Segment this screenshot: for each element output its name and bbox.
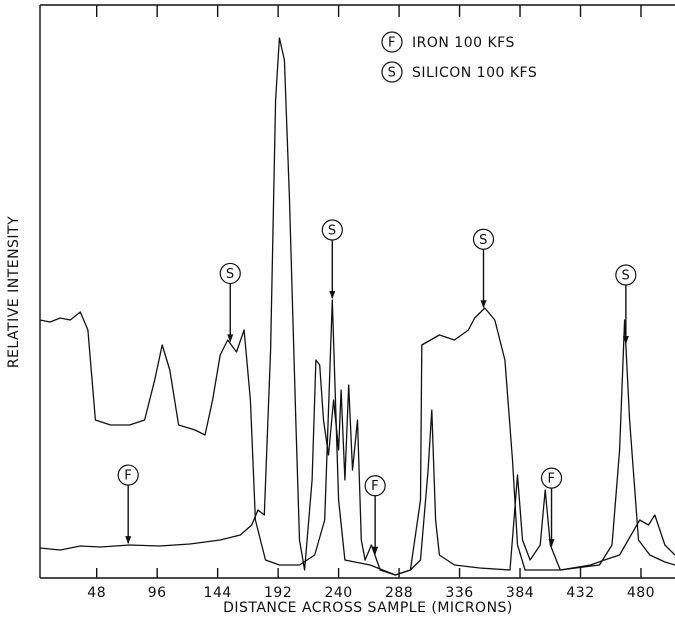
symbol-circle — [381, 31, 403, 53]
symbol-circle — [219, 262, 241, 285]
symbol-circle — [321, 219, 343, 241]
symbol-letter: F — [548, 472, 556, 487]
legend-label: SILICON 100 KFS — [412, 65, 537, 81]
arrow-head — [622, 336, 629, 344]
x-tick-label: 144 — [204, 585, 232, 601]
x-tick-label: 480 — [627, 585, 655, 601]
symbol-letter: F — [124, 469, 132, 484]
symbol-letter: S — [621, 269, 630, 284]
arrow-head — [125, 536, 132, 545]
series-line — [39, 299, 675, 576]
x-tick-label: 240 — [324, 585, 352, 601]
symbol-letter: S — [226, 267, 235, 282]
x-tick-label: 336 — [445, 585, 473, 601]
y-axis-label: RELATIVE INTENSITY — [6, 216, 22, 368]
x-tick-label: 288 — [385, 585, 413, 601]
arrow-head — [329, 291, 336, 299]
arrow-head — [227, 334, 234, 343]
series-line — [39, 37, 675, 576]
symbol-circle — [472, 228, 495, 250]
symbol-circle — [364, 475, 386, 497]
symbol-circle — [615, 264, 637, 286]
arrow-head — [548, 539, 555, 548]
x-axis-label: DISTANCE ACROSS SAMPLE (MICRONS) — [223, 600, 513, 616]
legend-label: IRON 100 KFS — [412, 35, 515, 51]
arrow-head — [372, 546, 379, 555]
symbol-letter: F — [388, 36, 396, 51]
symbol-letter: S — [479, 233, 488, 248]
symbol-circle — [381, 61, 403, 83]
x-tick-label: 384 — [506, 585, 534, 601]
x-tick-label: 96 — [148, 585, 167, 601]
arrow-head — [480, 300, 487, 309]
symbol-letter: F — [371, 479, 379, 494]
symbol-letter: S — [328, 224, 337, 239]
symbol-circle — [117, 464, 139, 486]
x-tick-label: 48 — [87, 585, 106, 601]
x-tick-label: 432 — [566, 585, 594, 601]
x-tick-label: 192 — [264, 585, 292, 601]
symbol-circle — [540, 467, 563, 489]
symbol-letter: S — [388, 66, 397, 81]
